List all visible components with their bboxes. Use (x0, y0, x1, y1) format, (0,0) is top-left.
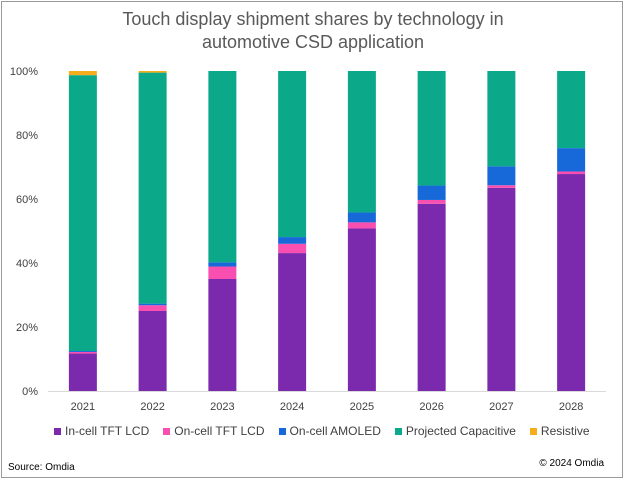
bar-segment-in-cell-tft-lcd-2028 (557, 174, 586, 391)
bar-segment-on-cell-tft-lcd-2028 (557, 171, 586, 175)
y-tick-label: 100% (10, 66, 38, 78)
x-tick-label: 2026 (419, 401, 443, 413)
x-tick-label: 2023 (210, 401, 234, 413)
chart-legend: In-cell TFT LCD On-cell TFT LCD On-cell AM… (54, 424, 604, 438)
legend-label: Projected Capacitive (405, 424, 516, 438)
bar-segment-in-cell-tft-lcd-2027 (487, 187, 516, 391)
bar-segment-projected-capacitive-2027 (487, 71, 516, 167)
bar-segment-projected-capacitive-2022 (138, 72, 167, 304)
bar-segment-on-cell-amoled-2027 (487, 166, 516, 186)
x-tick-label: 2028 (559, 401, 583, 413)
x-tick-label: 2024 (280, 401, 304, 413)
bar-segment-in-cell-tft-lcd-2026 (417, 203, 446, 391)
bar-segment-on-cell-amoled-2024 (278, 237, 307, 244)
y-tick-label: 80% (16, 130, 38, 142)
bar-segment-on-cell-amoled-2023 (208, 262, 237, 267)
bar-segment-projected-capacitive-2026 (417, 71, 446, 186)
bar-segment-in-cell-tft-lcd-2022 (138, 311, 167, 391)
bar-segment-projected-capacitive-2023 (208, 71, 237, 263)
bar-segment-in-cell-tft-lcd-2025 (347, 228, 376, 391)
bar-segment-projected-capacitive-2025 (347, 71, 376, 213)
y-tick-label: 60% (16, 194, 38, 206)
bar-segment-on-cell-amoled-2025 (347, 212, 376, 223)
bar-segment-on-cell-amoled-2022 (138, 303, 167, 306)
legend-label: On-cell TFT LCD (174, 424, 265, 438)
x-tick-label: 2021 (71, 401, 95, 413)
legend-label: In-cell TFT LCD (65, 424, 150, 438)
bar-segment-on-cell-tft-lcd-2026 (417, 199, 446, 204)
bar-segment-resistive-2022 (138, 71, 167, 73)
bar-segment-projected-capacitive-2021 (68, 75, 97, 351)
chart-title-line-1: Touch display shipment shares by technol… (122, 9, 504, 29)
legend-item: On-cell TFT LCD (163, 424, 265, 438)
legend-item: On-cell AMOLED (278, 424, 381, 438)
bar-segment-on-cell-amoled-2028 (557, 148, 586, 172)
bar-segment-projected-capacitive-2024 (278, 71, 307, 238)
chart-title-line-2: automotive CSD application (201, 32, 425, 52)
legend-swatch (163, 427, 171, 435)
bar-segment-on-cell-tft-lcd-2025 (347, 222, 376, 229)
x-tick-label: 2022 (140, 401, 164, 413)
bar-segment-in-cell-tft-lcd-2023 (208, 279, 237, 391)
bar-segment-projected-capacitive-2028 (557, 71, 586, 149)
bar-segment-in-cell-tft-lcd-2024 (278, 253, 307, 391)
legend-swatch (278, 427, 286, 435)
legend-item: Projected Capacitive (394, 424, 516, 438)
bar-segment-on-cell-amoled-2021 (68, 351, 97, 352)
bar-segment-resistive-2021 (68, 71, 97, 76)
x-tick-label: 2025 (350, 401, 374, 413)
bar-segment-on-cell-amoled-2026 (417, 185, 446, 200)
y-tick-label: 0% (22, 386, 38, 398)
bar-segment-on-cell-tft-lcd-2027 (487, 185, 516, 188)
bar-segment-on-cell-tft-lcd-2021 (68, 351, 97, 354)
source-note: Source: Omdia (8, 462, 75, 473)
bar-segment-on-cell-tft-lcd-2022 (138, 305, 167, 311)
chart-title: Touch display shipment shares by technol… (0, 8, 626, 54)
bar-segment-in-cell-tft-lcd-2021 (68, 353, 97, 391)
legend-label: On-cell AMOLED (289, 424, 381, 438)
legend-label: Resistive (540, 424, 590, 438)
legend-swatch (54, 427, 61, 435)
bar-segment-on-cell-tft-lcd-2024 (278, 243, 307, 254)
x-tick-label: 2027 (489, 401, 513, 413)
legend-swatch (394, 427, 402, 435)
copyright-note: © 2024 Omdia (539, 458, 604, 469)
y-tick-label: 40% (16, 258, 38, 270)
legend-swatch (529, 427, 537, 435)
y-tick-label: 20% (16, 322, 38, 334)
legend-item: In-cell TFT LCD (54, 424, 149, 438)
bar-segment-on-cell-tft-lcd-2023 (208, 266, 237, 279)
legend-item: Resistive (529, 424, 590, 438)
